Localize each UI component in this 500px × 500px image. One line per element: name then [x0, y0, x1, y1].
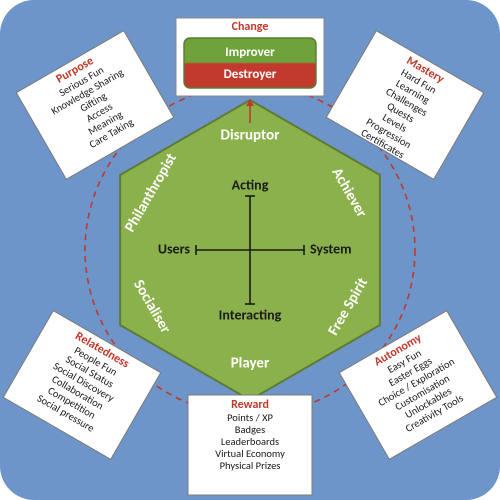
card-item-reward-4: Physical Prizes [220, 459, 281, 472]
hex-label-player: Player [231, 355, 270, 373]
change-box: Change Improver Destroyer [176, 18, 324, 96]
change-label-improver: Improver [225, 45, 275, 60]
axis-label-users: Users [158, 240, 191, 257]
hex-label-disruptor: Disruptor [221, 127, 281, 145]
axis-label-acting: Acting [232, 176, 269, 193]
hexad-diagram: DisruptorAchieverFree SpiritPlayerSocial… [0, 0, 500, 500]
card-reward: RewardPoints / XPBadgesLeaderboardsVirtu… [188, 395, 312, 495]
change-label-destroyer: Destroyer [224, 67, 277, 82]
axis-label-system: System [310, 240, 352, 257]
change-title: Change [232, 20, 269, 34]
axis-label-interacting: Interacting [219, 306, 282, 323]
card-title-reward: Reward [231, 398, 269, 412]
